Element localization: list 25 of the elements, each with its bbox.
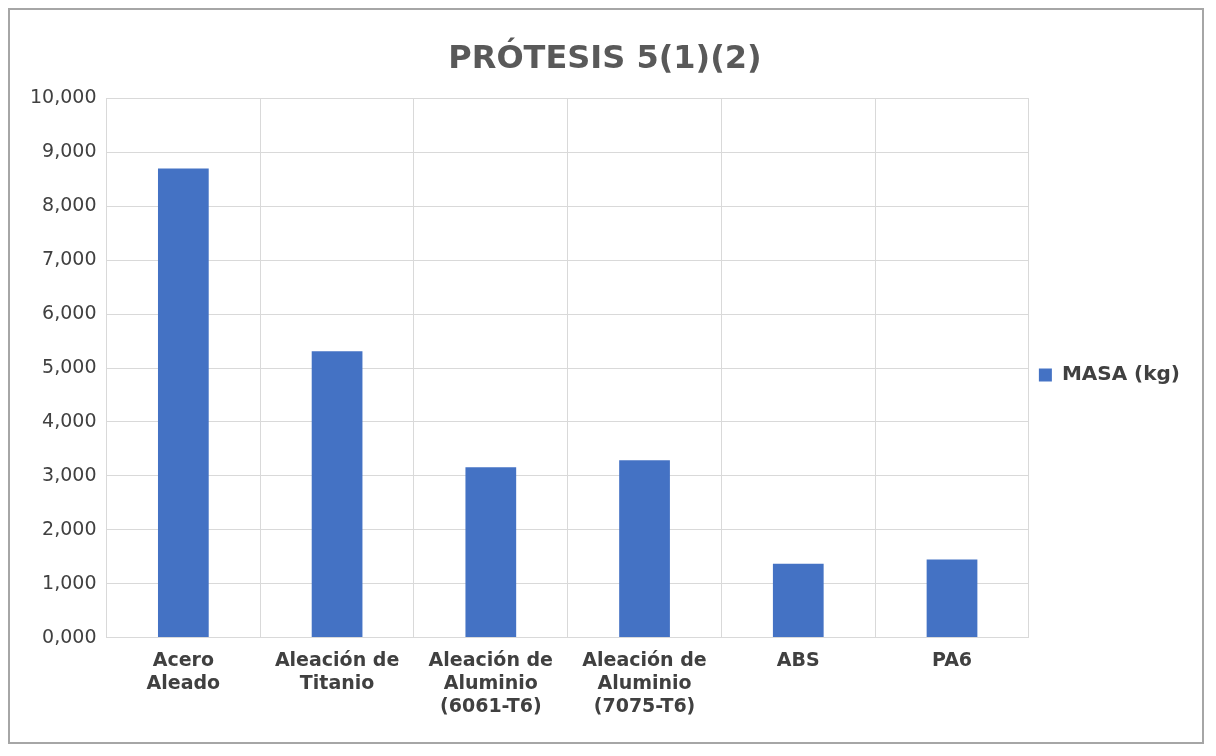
y-tick-label: 7,000 [42,247,97,270]
bar [465,467,517,638]
x-tick-label: Aleación de Titanio [274,647,400,693]
bar [619,460,670,638]
y-tick-label: 9,000 [42,139,97,162]
y-tick-label: 10,000 [30,85,97,108]
y-tick-label: 4,000 [42,408,97,431]
bar [157,168,209,638]
chart-title: PRÓTESIS 5(1)(2) [448,36,762,76]
legend-label: MASA (kg) [1061,361,1180,386]
x-tick-label: Aleación de Aluminio (6061-T6) [428,647,554,716]
y-tick-label: 6,000 [42,301,97,324]
x-tick-label: Aleación de Aluminio (7075-T6) [582,647,707,716]
x-tick-label: PA6 [931,647,973,670]
y-tick-label: 3,000 [42,462,97,485]
y-tick-label: 8,000 [42,193,97,216]
x-tick-label: ABS [776,647,820,670]
x-tick-label: Acero Aleado [146,647,221,693]
bar [926,559,978,638]
y-tick-label: 2,000 [42,516,97,539]
y-tick-label: 5,000 [42,354,97,377]
bar [311,351,363,638]
y-tick-label: 1,000 [42,570,97,593]
y-tick-label: 0,000 [42,624,97,647]
bar [772,563,824,638]
